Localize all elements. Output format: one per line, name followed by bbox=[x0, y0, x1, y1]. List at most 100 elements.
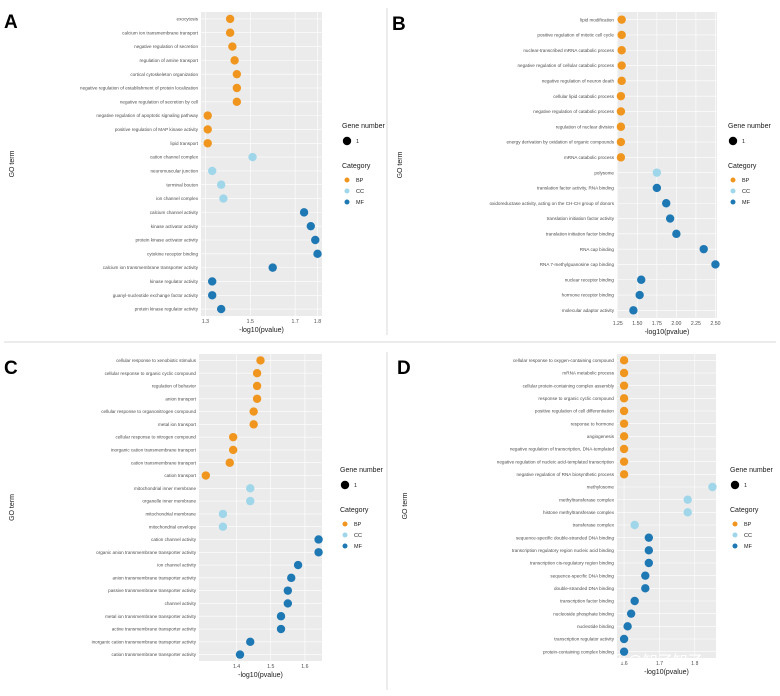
go-term-label: neuromuscular junction bbox=[151, 169, 199, 174]
go-term-label: double-stranded DNA binding bbox=[554, 586, 614, 591]
go-term-label: lipid transport bbox=[170, 141, 198, 146]
data-point-mf bbox=[314, 548, 323, 557]
go-term-label: inorganic cation transmembrane transport… bbox=[92, 639, 197, 644]
data-point-mf bbox=[635, 290, 644, 300]
data-point-bp bbox=[252, 368, 262, 378]
legend-label-bp: BP bbox=[742, 178, 750, 184]
go-term-label: negative regulation of secretion by cell bbox=[120, 99, 198, 104]
legend-size-key bbox=[730, 480, 740, 490]
data-point-bp bbox=[225, 458, 234, 467]
data-point-cc bbox=[246, 484, 255, 493]
data-point-mf bbox=[619, 647, 629, 656]
go-term-label: transcription factor binding bbox=[560, 599, 614, 604]
x-axis-title: -log10(pvalue) bbox=[238, 672, 283, 679]
data-point-mf bbox=[644, 558, 654, 568]
data-point-bp bbox=[256, 356, 265, 365]
data-point-mf bbox=[311, 235, 320, 245]
go-term-label: mitochondrial inner membrane bbox=[134, 486, 196, 491]
legend-key-cc bbox=[344, 188, 350, 194]
data-point-bp bbox=[619, 368, 629, 378]
x-tick-label: 1.8 bbox=[314, 319, 321, 325]
data-point-mf bbox=[641, 571, 650, 580]
data-point-mf bbox=[268, 263, 277, 272]
go-term-label: transcription cis-regulatory region bind… bbox=[530, 561, 614, 566]
go-term-label: cellular response to oxygen-containing c… bbox=[513, 358, 615, 363]
go-term-label: negative regulation of neuron death bbox=[542, 78, 615, 83]
data-point-bp bbox=[228, 432, 238, 442]
go-term-label: negative regulation of secretion bbox=[134, 44, 198, 49]
data-point-mf bbox=[208, 277, 217, 286]
data-point-mf bbox=[652, 183, 662, 193]
legend-category-title: Category bbox=[730, 507, 759, 514]
x-tick-label: 1.5 bbox=[267, 664, 274, 670]
go-term-label: ion channel complex bbox=[156, 196, 199, 201]
x-tick-label: 1.75 bbox=[652, 321, 662, 327]
go-term-label: cellular response to organonitrogen comp… bbox=[101, 409, 196, 414]
go-term-label: organelle inner membrane bbox=[142, 499, 196, 504]
go-term-label: cortical cytoskeleton organization bbox=[130, 72, 198, 77]
data-point-cc bbox=[216, 180, 226, 189]
legend-category-title: Category bbox=[340, 507, 369, 514]
go-term-label: metal ion transport bbox=[158, 422, 197, 427]
data-point-bp bbox=[619, 356, 629, 365]
data-point-cc bbox=[683, 495, 692, 504]
y-axis-title: GO term bbox=[397, 151, 404, 178]
go-term-label: methylosome bbox=[587, 485, 615, 490]
legend-key-cc bbox=[730, 188, 736, 194]
data-point-mf bbox=[644, 533, 654, 542]
legend-label-bp: BP bbox=[356, 178, 364, 184]
go-term-label: anion transport bbox=[165, 396, 196, 401]
data-point-cc bbox=[219, 194, 228, 203]
data-point-mf bbox=[208, 291, 217, 300]
legend-gene-title: Gene number bbox=[728, 123, 771, 130]
data-point-bp bbox=[616, 153, 626, 162]
go-term-label: calcium ion transmembrane transporter ac… bbox=[103, 265, 199, 270]
data-point-cc bbox=[708, 482, 717, 492]
data-point-mf bbox=[293, 560, 303, 570]
data-point-bp bbox=[619, 419, 629, 428]
legend-label-cc: CC bbox=[744, 533, 752, 539]
data-point-bp bbox=[616, 91, 626, 101]
x-tick-label: 1.7 bbox=[656, 661, 663, 667]
data-point-bp bbox=[203, 111, 212, 120]
data-point-bp bbox=[616, 122, 626, 131]
data-point-cc bbox=[630, 520, 639, 530]
go-term-label: kinase regulator activity bbox=[150, 279, 199, 284]
go-term-label: protein-containing complex binding bbox=[543, 649, 614, 654]
go-term-label: translation initiation factor binding bbox=[546, 231, 615, 236]
go-term-label: protein kinase regulator activity bbox=[135, 307, 199, 312]
go-term-label: calcium ion transmembrane transport bbox=[122, 30, 199, 35]
data-point-bp bbox=[617, 30, 626, 40]
data-point-bp bbox=[252, 394, 262, 403]
x-tick-label: 2.00 bbox=[671, 321, 681, 327]
data-point-mf bbox=[619, 634, 629, 644]
go-term-label: mRNA catabolic process bbox=[564, 155, 615, 160]
legend-category-title: Category bbox=[728, 163, 757, 170]
go-term-label: oxidoreductase activity, acting on the C… bbox=[489, 201, 614, 206]
data-point-bp bbox=[249, 407, 258, 416]
go-term-label: nuclear-transcribed mRNA catabolic proce… bbox=[523, 48, 614, 53]
data-point-bp bbox=[619, 457, 629, 466]
panel-letter: C bbox=[4, 358, 18, 379]
data-point-bp bbox=[201, 471, 211, 480]
go-term-label: hormone receptor binding bbox=[562, 293, 615, 298]
go-term-label: cellular response to organic cyclic comp… bbox=[105, 371, 197, 376]
legend: Gene number 1 Category BP CC MF bbox=[342, 123, 385, 206]
legend-key-cc bbox=[342, 532, 348, 538]
data-point-mf bbox=[299, 208, 309, 217]
x-tick-label: 2.25 bbox=[691, 321, 701, 327]
go-term-label: mitochondrial membrane bbox=[145, 511, 196, 516]
data-point-mf bbox=[699, 244, 708, 254]
data-point-mf bbox=[283, 599, 293, 608]
go-term-label: cation transport bbox=[164, 473, 196, 478]
data-point-bp bbox=[228, 42, 237, 51]
go-term-label: cation channel complex bbox=[150, 155, 199, 160]
x-axis-title: -log10(pvalue) bbox=[645, 329, 690, 336]
data-point-mf bbox=[641, 584, 650, 593]
go-term-label: channel activity bbox=[165, 601, 197, 606]
legend-key-bp bbox=[730, 177, 736, 183]
y-axis-title: GO term bbox=[402, 492, 409, 519]
legend-key-bp bbox=[342, 521, 348, 527]
go-term-label: negative regulation of establishment of … bbox=[80, 86, 198, 91]
data-point-bp bbox=[203, 125, 212, 134]
